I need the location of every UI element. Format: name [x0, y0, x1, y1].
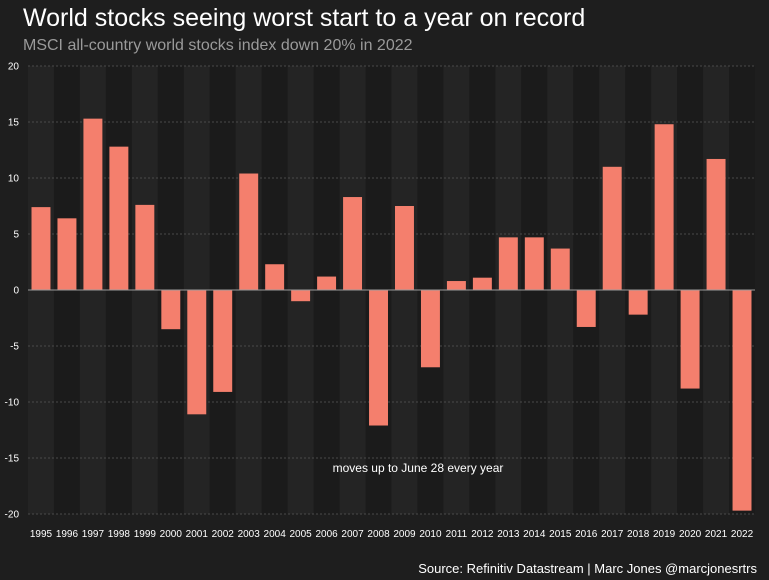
- x-tick-label: 2020: [679, 529, 702, 540]
- y-tick-label: -20: [5, 510, 20, 521]
- bar-2011: [446, 281, 466, 290]
- x-tick-label: 2014: [523, 529, 546, 540]
- y-tick-label: 20: [8, 62, 20, 73]
- bar-2014: [524, 237, 544, 290]
- x-tick-label: 2007: [341, 529, 364, 540]
- y-axis-ticks: 20 15 10 5 0 -5 -10 -15 -20: [5, 62, 20, 521]
- x-tick-label: 2008: [367, 529, 390, 540]
- bar-2012: [472, 277, 492, 290]
- x-tick-label: 1998: [108, 529, 131, 540]
- x-tick-label: 1995: [30, 529, 53, 540]
- source-credit: Source: Refinitiv Datastream | Marc Jone…: [418, 561, 757, 576]
- bar-2022: [732, 290, 752, 511]
- bars: [31, 118, 752, 511]
- bar-2020: [680, 290, 700, 389]
- x-tick-label: 2015: [549, 529, 572, 540]
- bar-2017: [602, 166, 622, 290]
- bar-2013: [498, 237, 518, 290]
- x-tick-label: 2000: [160, 529, 183, 540]
- bar-2004: [265, 264, 285, 290]
- y-tick-label: 15: [8, 118, 20, 129]
- bar-1995: [31, 207, 51, 290]
- x-tick-label: 2013: [497, 529, 520, 540]
- x-tick-label: 1997: [82, 529, 105, 540]
- x-tick-label: 2005: [290, 529, 313, 540]
- x-tick-label: 2010: [419, 529, 442, 540]
- x-tick-label: 2012: [471, 529, 494, 540]
- bar-2002: [213, 290, 233, 392]
- y-tick-label: 5: [13, 230, 19, 241]
- bar-1997: [83, 118, 103, 290]
- y-tick-label: 10: [8, 174, 20, 185]
- bar-2016: [576, 290, 596, 327]
- x-tick-label: 2006: [315, 529, 338, 540]
- bar-2001: [187, 290, 207, 415]
- bar-2018: [628, 290, 648, 315]
- x-tick-label: 2001: [186, 529, 209, 540]
- bar-1999: [135, 204, 155, 290]
- bar-2015: [550, 248, 570, 290]
- x-tick-label: 2009: [393, 529, 416, 540]
- bar-2003: [239, 173, 259, 290]
- chart-title: World stocks seeing worst start to a yea…: [23, 4, 586, 32]
- y-tick-label: -10: [5, 398, 20, 409]
- bar-2010: [420, 290, 440, 368]
- chart-subtitle: MSCI all-country world stocks index down…: [23, 37, 413, 54]
- bar-2007: [343, 197, 363, 290]
- x-axis-ticks: 1995 1996 1997 1998 1999 2000 2001 2002 2003 2004…: [30, 529, 754, 540]
- x-tick-label: 2016: [575, 529, 598, 540]
- chart-annotation: moves up to June 28 every year: [333, 461, 504, 475]
- x-tick-label: 1999: [134, 529, 157, 540]
- x-tick-label: 2018: [627, 529, 650, 540]
- x-tick-label: 1996: [56, 529, 79, 540]
- x-tick-label: 2004: [264, 529, 287, 540]
- bar-1998: [109, 146, 129, 290]
- x-tick-label: 2022: [731, 529, 754, 540]
- bar-2005: [291, 290, 311, 302]
- x-tick-label: 2021: [705, 529, 728, 540]
- y-tick-label: -15: [5, 454, 20, 465]
- y-tick-label: 0: [13, 286, 19, 297]
- bar-2021: [706, 158, 726, 290]
- bar-2006: [317, 276, 337, 290]
- bar-2008: [369, 290, 388, 426]
- bar-2000: [161, 290, 181, 330]
- bar-2019: [654, 124, 674, 291]
- x-tick-label: 2011: [446, 529, 468, 540]
- x-tick-label: 2002: [212, 529, 235, 540]
- x-tick-label: 2003: [238, 529, 261, 540]
- bar-1996: [57, 218, 77, 290]
- x-tick-label: 2017: [601, 529, 624, 540]
- y-tick-label: -5: [10, 342, 19, 353]
- x-tick-label: 2019: [653, 529, 676, 540]
- bar-2009: [395, 206, 414, 290]
